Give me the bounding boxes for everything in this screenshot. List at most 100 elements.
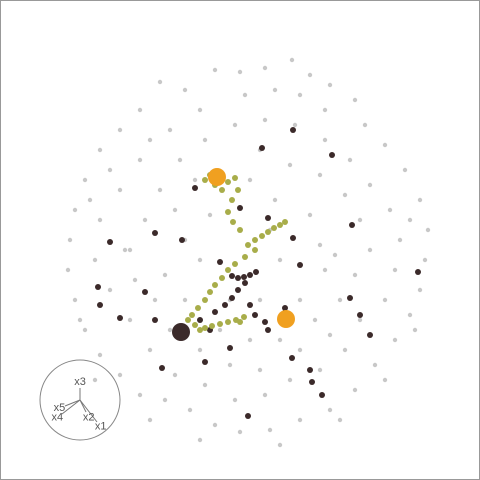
point — [309, 379, 315, 385]
point — [247, 177, 253, 183]
point — [232, 175, 238, 181]
point — [172, 372, 178, 378]
point — [272, 197, 278, 203]
point — [265, 215, 271, 221]
axis-label: x1 — [95, 421, 107, 433]
point — [319, 392, 325, 398]
point — [182, 297, 188, 303]
point — [225, 209, 231, 215]
point — [222, 302, 228, 308]
point — [289, 355, 295, 361]
point — [237, 227, 243, 233]
point — [235, 287, 241, 293]
point — [287, 162, 293, 168]
point — [202, 359, 208, 365]
point — [72, 207, 78, 213]
point — [237, 69, 243, 75]
axis-arrow — [64, 399, 81, 407]
point — [202, 297, 208, 303]
point — [277, 337, 283, 343]
point — [297, 417, 303, 423]
point — [245, 413, 251, 419]
point — [189, 312, 195, 318]
point — [142, 217, 148, 223]
point — [257, 297, 263, 303]
point — [407, 312, 413, 318]
point — [327, 407, 333, 413]
point — [297, 297, 303, 303]
point — [327, 332, 333, 338]
point — [242, 254, 248, 260]
point — [167, 327, 173, 333]
point — [117, 315, 123, 321]
point — [208, 168, 226, 186]
point — [117, 372, 123, 378]
point — [197, 327, 203, 333]
point — [241, 314, 247, 320]
point — [382, 377, 388, 383]
point — [322, 267, 328, 273]
point — [107, 167, 113, 173]
point — [167, 127, 173, 133]
point — [252, 247, 258, 253]
point — [252, 237, 258, 243]
point — [152, 230, 158, 236]
point — [229, 295, 235, 301]
point — [277, 222, 283, 228]
point — [241, 274, 247, 280]
point — [147, 347, 153, 353]
point — [137, 107, 143, 113]
point — [347, 157, 353, 163]
point — [229, 197, 235, 203]
point — [307, 367, 313, 373]
point — [97, 352, 103, 358]
point — [95, 284, 101, 290]
point — [327, 82, 333, 88]
point — [382, 142, 388, 148]
point — [182, 87, 188, 93]
point — [212, 282, 218, 288]
point — [422, 257, 428, 263]
point — [232, 122, 238, 128]
point — [352, 272, 358, 278]
point — [407, 217, 413, 223]
point — [357, 317, 363, 323]
point — [282, 305, 288, 311]
point — [237, 319, 243, 325]
point — [172, 207, 178, 213]
point — [402, 167, 408, 173]
axis-arrow — [79, 399, 98, 423]
point — [277, 310, 295, 328]
point — [312, 317, 318, 323]
point — [342, 192, 348, 198]
point — [152, 317, 158, 323]
point — [207, 212, 213, 218]
point — [412, 327, 418, 333]
point — [67, 237, 73, 243]
point — [349, 222, 355, 228]
point — [265, 229, 271, 235]
point — [212, 67, 218, 73]
point — [192, 177, 198, 183]
point — [242, 280, 248, 286]
point — [122, 247, 128, 253]
point — [265, 327, 271, 333]
point — [425, 227, 431, 233]
point — [229, 273, 235, 279]
point — [219, 275, 225, 281]
point — [195, 305, 201, 311]
point — [232, 261, 238, 267]
point — [232, 397, 238, 403]
point — [247, 272, 253, 278]
axes-circle — [39, 359, 121, 441]
point — [65, 267, 71, 273]
point — [212, 309, 218, 315]
point — [172, 323, 190, 341]
point — [277, 442, 283, 448]
point — [372, 362, 378, 368]
point — [237, 429, 243, 435]
point — [162, 397, 168, 403]
point — [352, 387, 358, 393]
point — [247, 302, 253, 308]
